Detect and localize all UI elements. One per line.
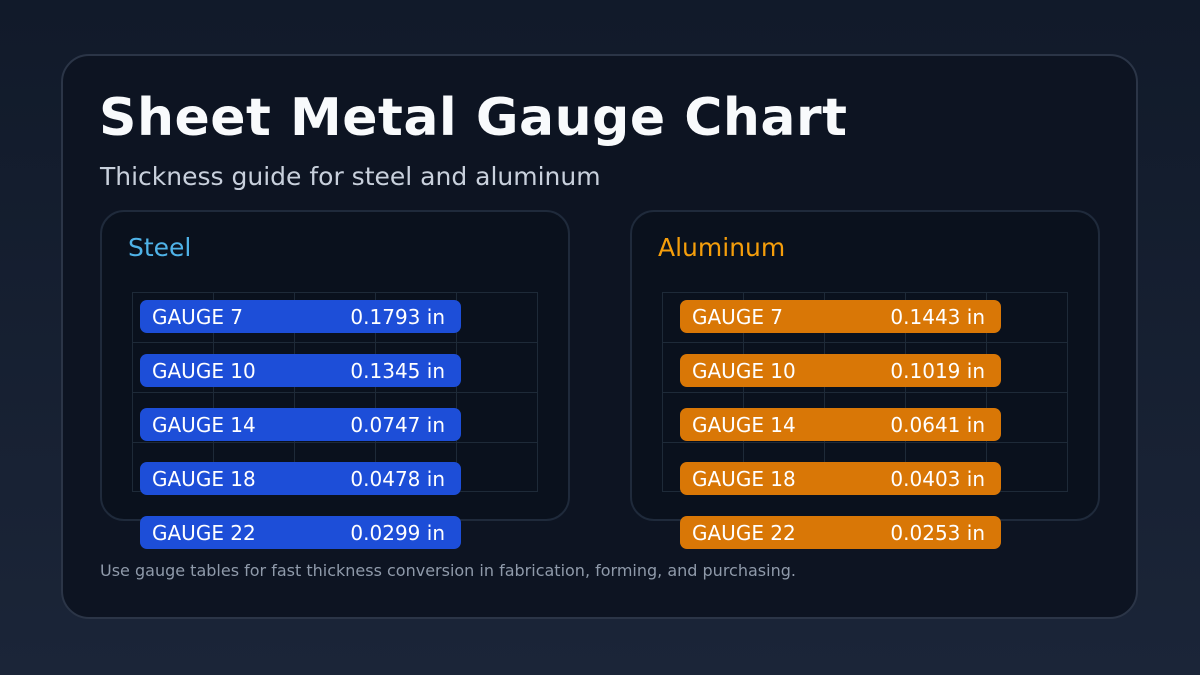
gauge-label: GAUGE 22 <box>152 520 256 545</box>
gauge-label: GAUGE 18 <box>152 466 256 491</box>
thickness-value: 0.0478 in <box>350 466 445 491</box>
gauge-label: GAUGE 14 <box>692 412 796 437</box>
gauge-label: GAUGE 22 <box>692 520 796 545</box>
gauge-label: GAUGE 10 <box>152 358 256 383</box>
page-title: Sheet Metal Gauge Chart <box>99 88 848 148</box>
steel-gauge-row: GAUGE 10 0.1345 in <box>140 354 461 387</box>
steel-gauge-row: GAUGE 7 0.1793 in <box>140 300 461 333</box>
thickness-value: 0.0747 in <box>350 412 445 437</box>
gauge-label: GAUGE 10 <box>692 358 796 383</box>
gauge-label: GAUGE 18 <box>692 466 796 491</box>
gauge-label: GAUGE 7 <box>152 304 244 329</box>
aluminum-gauge-row: GAUGE 14 0.0641 in <box>680 408 1001 441</box>
aluminum-gauge-row: GAUGE 10 0.1019 in <box>680 354 1001 387</box>
aluminum-gauge-row: GAUGE 7 0.1443 in <box>680 300 1001 333</box>
thickness-value: 0.0299 in <box>350 520 445 545</box>
gauge-label: GAUGE 14 <box>152 412 256 437</box>
thickness-value: 0.1793 in <box>350 304 445 329</box>
thickness-value: 0.0641 in <box>890 412 985 437</box>
steel-gauge-row: GAUGE 14 0.0747 in <box>140 408 461 441</box>
page-subtitle: Thickness guide for steel and aluminum <box>100 162 601 191</box>
steel-gauge-row: GAUGE 22 0.0299 in <box>140 516 461 549</box>
aluminum-gauge-row: GAUGE 18 0.0403 in <box>680 462 1001 495</box>
steel-gauge-row: GAUGE 18 0.0478 in <box>140 462 461 495</box>
gauge-label: GAUGE 7 <box>692 304 784 329</box>
thickness-value: 0.0253 in <box>890 520 985 545</box>
thickness-value: 0.1443 in <box>890 304 985 329</box>
thickness-value: 0.1345 in <box>350 358 445 383</box>
thickness-value: 0.0403 in <box>890 466 985 491</box>
footnote: Use gauge tables for fast thickness conv… <box>100 561 796 580</box>
steel-panel-title: Steel <box>128 233 192 262</box>
aluminum-gauge-row: GAUGE 22 0.0253 in <box>680 516 1001 549</box>
aluminum-panel-title: Aluminum <box>658 233 786 262</box>
thickness-value: 0.1019 in <box>890 358 985 383</box>
